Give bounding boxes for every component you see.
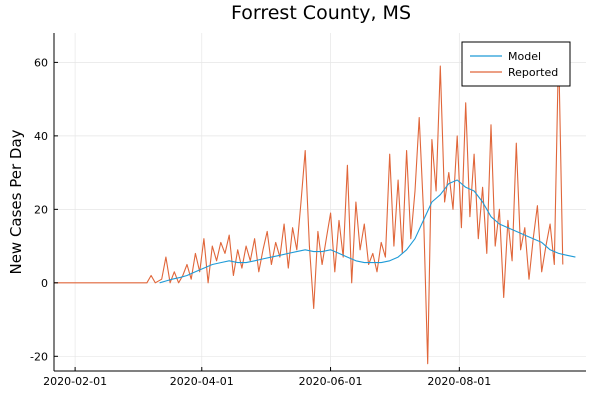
y-tick-label-4: 60 <box>34 56 48 69</box>
series-layer <box>54 47 576 365</box>
legend: Model Reported <box>461 41 571 87</box>
y-tick-label-2: 20 <box>34 203 48 216</box>
legend-label-model: Model <box>508 50 541 63</box>
y-tick-label-3: 40 <box>34 130 48 143</box>
axes <box>53 33 586 372</box>
legend-label-reported: Reported <box>508 66 558 79</box>
y-tick-label-0: -20 <box>30 350 48 363</box>
x-tick-label-0: 2020-02-01 <box>43 375 107 388</box>
x-tick-label-2: 2020-06-01 <box>299 375 363 388</box>
x-tick-label-3: 2020-08-01 <box>427 375 491 388</box>
y-axis-label: New Cases Per Day <box>7 129 25 274</box>
y-tick-label-1: 0 <box>41 277 48 290</box>
series-model-line <box>159 179 576 284</box>
legend-box <box>461 41 571 87</box>
x-tick-label-1: 2020-04-01 <box>170 375 234 388</box>
series-reported-line <box>54 47 564 365</box>
tick-labels: 2020-02-01 2020-04-01 2020-06-01 2020-08-01… <box>30 56 491 388</box>
chart-title: Forrest County, MS <box>231 2 411 24</box>
